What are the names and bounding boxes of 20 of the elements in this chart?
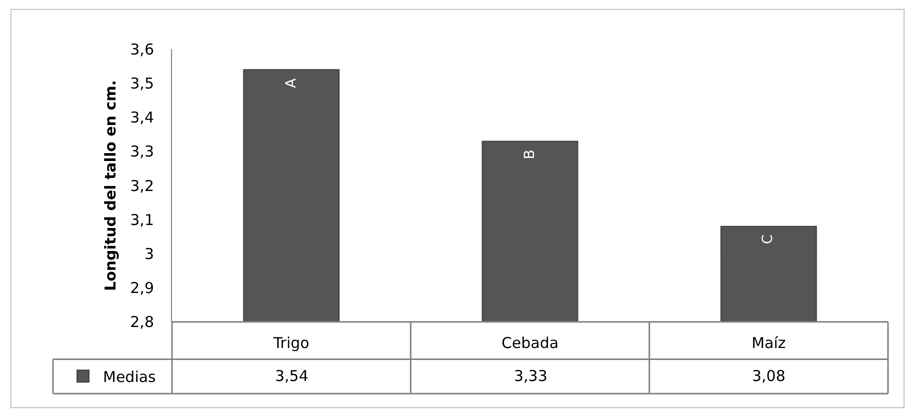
data-label: 3,33: [514, 367, 548, 385]
annotation: B: [522, 150, 538, 160]
y-tick-label: 3,4: [130, 108, 154, 127]
x-tick-label: Maíz: [752, 334, 786, 352]
y-axis-title: Longitud del tallo en cm.: [101, 80, 120, 291]
x-tick-label: Cebada: [501, 334, 559, 352]
y-tick-label: 2,8: [130, 313, 154, 332]
y-tick-label: 3,2: [130, 176, 154, 195]
x-tick-label: Trigo: [272, 334, 310, 352]
data-label: 3,08: [752, 367, 786, 385]
y-tick-label: 3,1: [130, 210, 154, 229]
legend-label: Medias: [103, 368, 156, 386]
annotation: A: [284, 78, 300, 88]
data-label: 3,54: [275, 367, 308, 385]
annotation: C: [760, 234, 776, 244]
y-tick-label: 3,6: [130, 40, 154, 58]
y-tick-label: 2,9: [130, 279, 154, 298]
y-tick-label: 3: [144, 244, 154, 263]
y-tick-label: 3,5: [130, 74, 154, 93]
y-tick-label: 3,3: [130, 142, 154, 161]
